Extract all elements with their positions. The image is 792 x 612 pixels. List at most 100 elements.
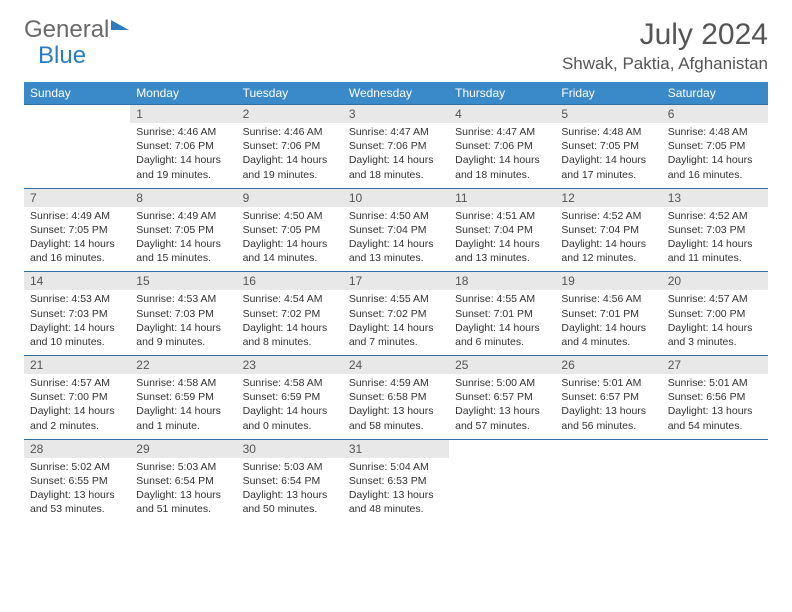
day-cell-text: Sunrise: 5:01 AMSunset: 6:56 PMDaylight:…: [662, 374, 768, 439]
day-details: Sunrise: 4:56 AMSunset: 7:01 PMDaylight:…: [555, 290, 661, 355]
day-cell-number: [662, 439, 768, 458]
day-cell-text: [555, 458, 661, 523]
day-cell-number: [449, 439, 555, 458]
sunrise-text: Sunrise: 4:59 AM: [349, 376, 443, 390]
day-details: Sunrise: 4:53 AMSunset: 7:03 PMDaylight:…: [130, 290, 236, 355]
daylight-text: Daylight: 14 hours and 4 minutes.: [561, 321, 655, 349]
day-number: 29: [130, 440, 236, 458]
day-number: [662, 440, 768, 458]
day-cell-text: Sunrise: 4:59 AMSunset: 6:58 PMDaylight:…: [343, 374, 449, 439]
day-cell-text: Sunrise: 4:56 AMSunset: 7:01 PMDaylight:…: [555, 290, 661, 355]
day-number: 23: [237, 356, 343, 374]
day-details: Sunrise: 4:54 AMSunset: 7:02 PMDaylight:…: [237, 290, 343, 355]
day-cell-text: Sunrise: 4:46 AMSunset: 7:06 PMDaylight:…: [130, 123, 236, 188]
week-text-row: Sunrise: 5:02 AMSunset: 6:55 PMDaylight:…: [24, 458, 768, 523]
day-cell-text: [662, 458, 768, 523]
day-number: [555, 440, 661, 458]
day-details: Sunrise: 4:46 AMSunset: 7:06 PMDaylight:…: [237, 123, 343, 188]
weekday-header: Thursday: [449, 82, 555, 105]
sunrise-text: Sunrise: 4:51 AM: [455, 209, 549, 223]
week-text-row: Sunrise: 4:57 AMSunset: 7:00 PMDaylight:…: [24, 374, 768, 439]
week-text-row: Sunrise: 4:49 AMSunset: 7:05 PMDaylight:…: [24, 207, 768, 272]
sunrise-text: Sunrise: 4:56 AM: [561, 292, 655, 306]
day-details: [449, 458, 555, 516]
day-cell-number: 21: [24, 356, 130, 375]
sunrise-text: Sunrise: 5:03 AM: [136, 460, 230, 474]
day-cell-text: [449, 458, 555, 523]
day-cell-number: 28: [24, 439, 130, 458]
sunset-text: Sunset: 6:59 PM: [243, 390, 337, 404]
sunset-text: Sunset: 7:05 PM: [30, 223, 124, 237]
day-cell-number: [555, 439, 661, 458]
day-cell-number: 24: [343, 356, 449, 375]
day-cell-number: 25: [449, 356, 555, 375]
sunrise-text: Sunrise: 4:47 AM: [455, 125, 549, 139]
day-number: 24: [343, 356, 449, 374]
day-details: Sunrise: 5:00 AMSunset: 6:57 PMDaylight:…: [449, 374, 555, 439]
day-details: Sunrise: 5:02 AMSunset: 6:55 PMDaylight:…: [24, 458, 130, 523]
logo: General Blue: [24, 18, 129, 71]
week-number-row: 28293031: [24, 439, 768, 458]
day-details: Sunrise: 4:47 AMSunset: 7:06 PMDaylight:…: [449, 123, 555, 188]
daylight-text: Daylight: 14 hours and 13 minutes.: [455, 237, 549, 265]
sunset-text: Sunset: 7:03 PM: [30, 307, 124, 321]
sunset-text: Sunset: 7:04 PM: [455, 223, 549, 237]
sunset-text: Sunset: 7:05 PM: [243, 223, 337, 237]
day-number: 20: [662, 272, 768, 290]
daylight-text: Daylight: 14 hours and 0 minutes.: [243, 404, 337, 432]
day-number: 19: [555, 272, 661, 290]
day-number: 15: [130, 272, 236, 290]
week-text-row: Sunrise: 4:46 AMSunset: 7:06 PMDaylight:…: [24, 123, 768, 188]
day-details: Sunrise: 4:51 AMSunset: 7:04 PMDaylight:…: [449, 207, 555, 272]
logo-triangle-icon: [111, 20, 129, 30]
day-cell-number: 19: [555, 272, 661, 291]
daylight-text: Daylight: 14 hours and 13 minutes.: [349, 237, 443, 265]
day-cell-text: Sunrise: 4:55 AMSunset: 7:02 PMDaylight:…: [343, 290, 449, 355]
day-cell-number: 23: [237, 356, 343, 375]
weekday-header: Sunday: [24, 82, 130, 105]
week-number-row: 123456: [24, 105, 768, 124]
day-number: 9: [237, 189, 343, 207]
calendar-table: SundayMondayTuesdayWednesdayThursdayFrid…: [24, 82, 768, 522]
day-cell-number: 10: [343, 188, 449, 207]
day-cell-text: Sunrise: 4:57 AMSunset: 7:00 PMDaylight:…: [662, 290, 768, 355]
sunset-text: Sunset: 6:53 PM: [349, 474, 443, 488]
day-number: 13: [662, 189, 768, 207]
weekday-header: Tuesday: [237, 82, 343, 105]
day-number: 10: [343, 189, 449, 207]
daylight-text: Daylight: 14 hours and 1 minute.: [136, 404, 230, 432]
day-number: 14: [24, 272, 130, 290]
day-details: Sunrise: 4:52 AMSunset: 7:04 PMDaylight:…: [555, 207, 661, 272]
day-cell-number: 9: [237, 188, 343, 207]
day-number: 3: [343, 105, 449, 123]
day-number: 27: [662, 356, 768, 374]
day-cell-text: Sunrise: 4:51 AMSunset: 7:04 PMDaylight:…: [449, 207, 555, 272]
page-header: General Blue July 2024 Shwak, Paktia, Af…: [24, 18, 768, 74]
day-number: 31: [343, 440, 449, 458]
sunrise-text: Sunrise: 4:53 AM: [30, 292, 124, 306]
day-cell-number: 18: [449, 272, 555, 291]
day-details: Sunrise: 5:01 AMSunset: 6:56 PMDaylight:…: [662, 374, 768, 439]
daylight-text: Daylight: 14 hours and 16 minutes.: [30, 237, 124, 265]
sunset-text: Sunset: 6:54 PM: [243, 474, 337, 488]
day-cell-number: 12: [555, 188, 661, 207]
day-number: [449, 440, 555, 458]
day-cell-text: Sunrise: 4:57 AMSunset: 7:00 PMDaylight:…: [24, 374, 130, 439]
sunset-text: Sunset: 6:55 PM: [30, 474, 124, 488]
sunrise-text: Sunrise: 4:58 AM: [136, 376, 230, 390]
day-number: 6: [662, 105, 768, 123]
sunset-text: Sunset: 7:02 PM: [349, 307, 443, 321]
day-number: 30: [237, 440, 343, 458]
day-cell-text: Sunrise: 4:50 AMSunset: 7:04 PMDaylight:…: [343, 207, 449, 272]
daylight-text: Daylight: 14 hours and 11 minutes.: [668, 237, 762, 265]
day-cell-text: Sunrise: 4:55 AMSunset: 7:01 PMDaylight:…: [449, 290, 555, 355]
day-cell-number: 31: [343, 439, 449, 458]
day-cell-number: 14: [24, 272, 130, 291]
sunrise-text: Sunrise: 5:00 AM: [455, 376, 549, 390]
daylight-text: Daylight: 14 hours and 17 minutes.: [561, 153, 655, 181]
daylight-text: Daylight: 14 hours and 9 minutes.: [136, 321, 230, 349]
month-title: July 2024: [562, 18, 768, 52]
day-cell-text: Sunrise: 4:52 AMSunset: 7:04 PMDaylight:…: [555, 207, 661, 272]
sunrise-text: Sunrise: 4:54 AM: [243, 292, 337, 306]
day-cell-number: 13: [662, 188, 768, 207]
